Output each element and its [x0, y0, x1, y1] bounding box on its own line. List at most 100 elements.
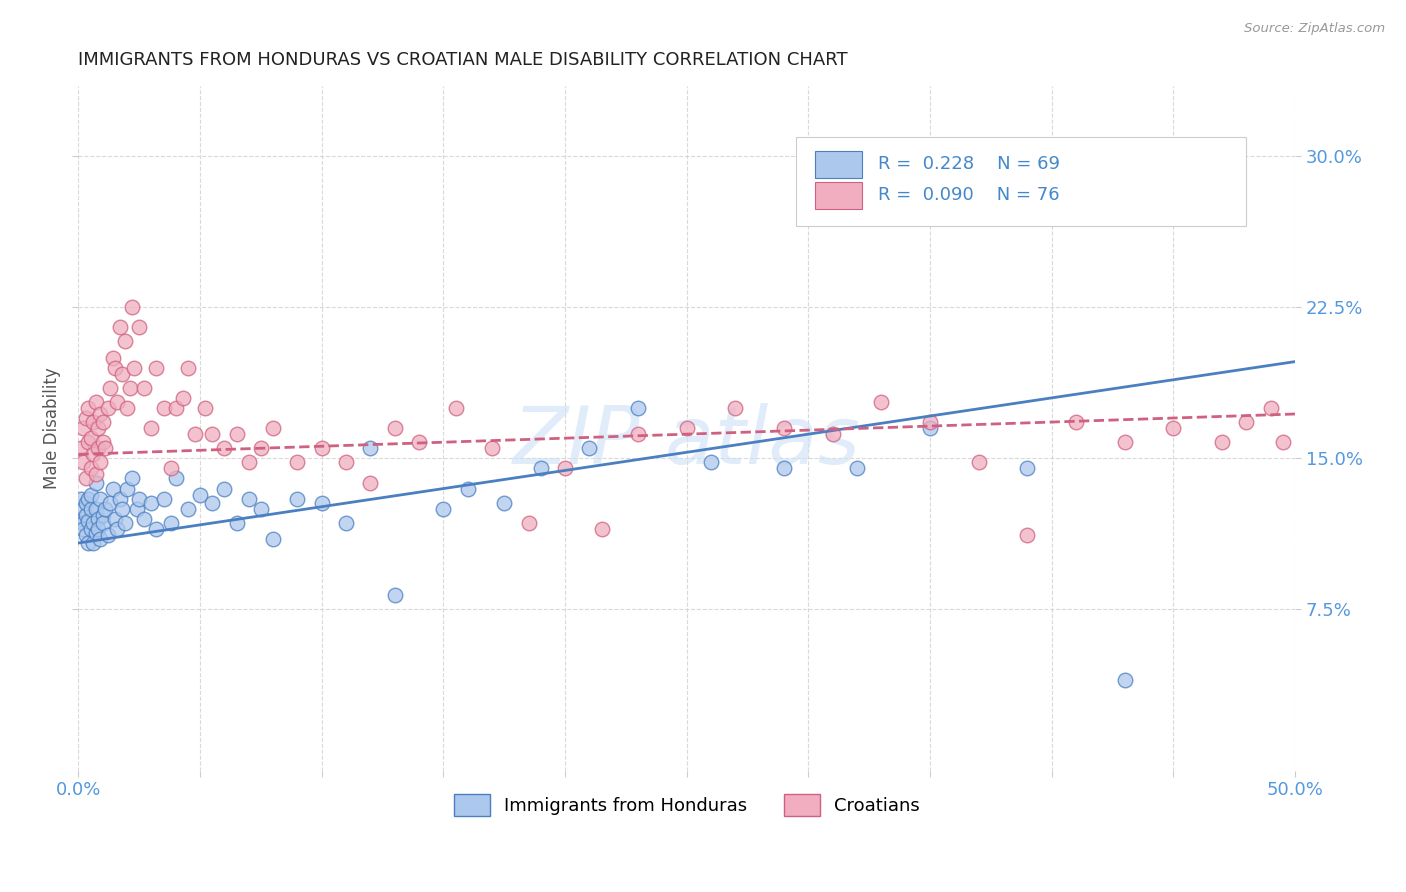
Point: [89, 455, 111, 469]
Point: [124, 360, 146, 375]
Point: [77, 536, 100, 550]
Point: [262, 532, 284, 546]
Point: [89, 491, 111, 506]
Text: R =  0.090    N = 76: R = 0.090 N = 76: [877, 186, 1059, 204]
Point: [262, 421, 284, 435]
Point: [108, 320, 131, 334]
Point: [773, 421, 796, 435]
Point: [1271, 435, 1294, 450]
Point: [101, 482, 124, 496]
Point: [77, 435, 100, 450]
Point: [1260, 401, 1282, 415]
Point: [160, 516, 183, 530]
Point: [920, 421, 942, 435]
Point: [72, 522, 94, 536]
Point: [287, 455, 309, 469]
Point: [700, 455, 723, 469]
Point: [77, 491, 100, 506]
Point: [481, 442, 503, 456]
Point: [1211, 435, 1233, 450]
Point: [77, 514, 100, 528]
Point: [444, 401, 467, 415]
Point: [70, 442, 93, 456]
Point: [627, 427, 650, 442]
Point: [201, 496, 224, 510]
Point: [91, 435, 114, 450]
Point: [75, 508, 97, 522]
Point: [114, 516, 136, 530]
Point: [87, 442, 110, 456]
Text: R =  0.228    N = 69: R = 0.228 N = 69: [877, 155, 1060, 173]
Point: [87, 522, 110, 536]
Point: [134, 381, 156, 395]
Point: [578, 442, 600, 456]
Point: [238, 455, 260, 469]
Point: [152, 401, 174, 415]
Point: [141, 496, 163, 510]
Point: [89, 407, 111, 421]
FancyBboxPatch shape: [814, 182, 862, 209]
Legend: Immigrants from Honduras, Croatians: Immigrants from Honduras, Croatians: [447, 787, 927, 823]
Point: [408, 435, 430, 450]
Point: [1064, 415, 1087, 429]
Point: [84, 467, 107, 482]
Point: [72, 516, 94, 530]
Point: [165, 401, 187, 415]
Point: [87, 421, 110, 435]
Point: [91, 516, 114, 530]
Point: [98, 496, 121, 510]
Point: [87, 512, 110, 526]
Point: [165, 471, 187, 485]
Point: [214, 442, 236, 456]
Point: [724, 401, 747, 415]
Point: [72, 455, 94, 469]
Point: [108, 491, 131, 506]
Point: [82, 415, 104, 429]
Point: [967, 455, 990, 469]
Point: [94, 442, 117, 456]
Point: [821, 427, 844, 442]
Point: [82, 516, 104, 530]
Point: [107, 522, 129, 536]
Point: [238, 491, 260, 506]
Point: [75, 496, 97, 510]
Point: [91, 508, 114, 522]
Point: [79, 501, 101, 516]
Point: [84, 395, 107, 409]
Point: [846, 461, 869, 475]
Point: [432, 501, 454, 516]
Point: [530, 461, 553, 475]
Point: [287, 491, 309, 506]
Point: [920, 415, 942, 429]
Point: [152, 491, 174, 506]
Point: [84, 501, 107, 516]
Point: [72, 421, 94, 435]
Point: [1163, 421, 1185, 435]
Point: [114, 334, 136, 349]
Point: [494, 496, 516, 510]
Point: [82, 447, 104, 461]
Point: [359, 475, 381, 490]
Point: [1017, 461, 1039, 475]
Point: [128, 491, 150, 506]
Point: [160, 461, 183, 475]
Point: [125, 501, 148, 516]
Point: [870, 395, 893, 409]
Point: [79, 487, 101, 501]
Point: [359, 442, 381, 456]
Point: [177, 501, 200, 516]
Point: [91, 415, 114, 429]
Point: [70, 512, 93, 526]
Point: [675, 421, 697, 435]
Point: [1114, 673, 1136, 687]
Point: [188, 487, 211, 501]
Point: [773, 461, 796, 475]
Point: [201, 427, 224, 442]
Point: [104, 512, 127, 526]
Point: [121, 471, 143, 485]
Point: [335, 516, 357, 530]
Point: [77, 401, 100, 415]
Point: [70, 491, 93, 506]
Point: [79, 431, 101, 445]
FancyBboxPatch shape: [814, 151, 862, 178]
